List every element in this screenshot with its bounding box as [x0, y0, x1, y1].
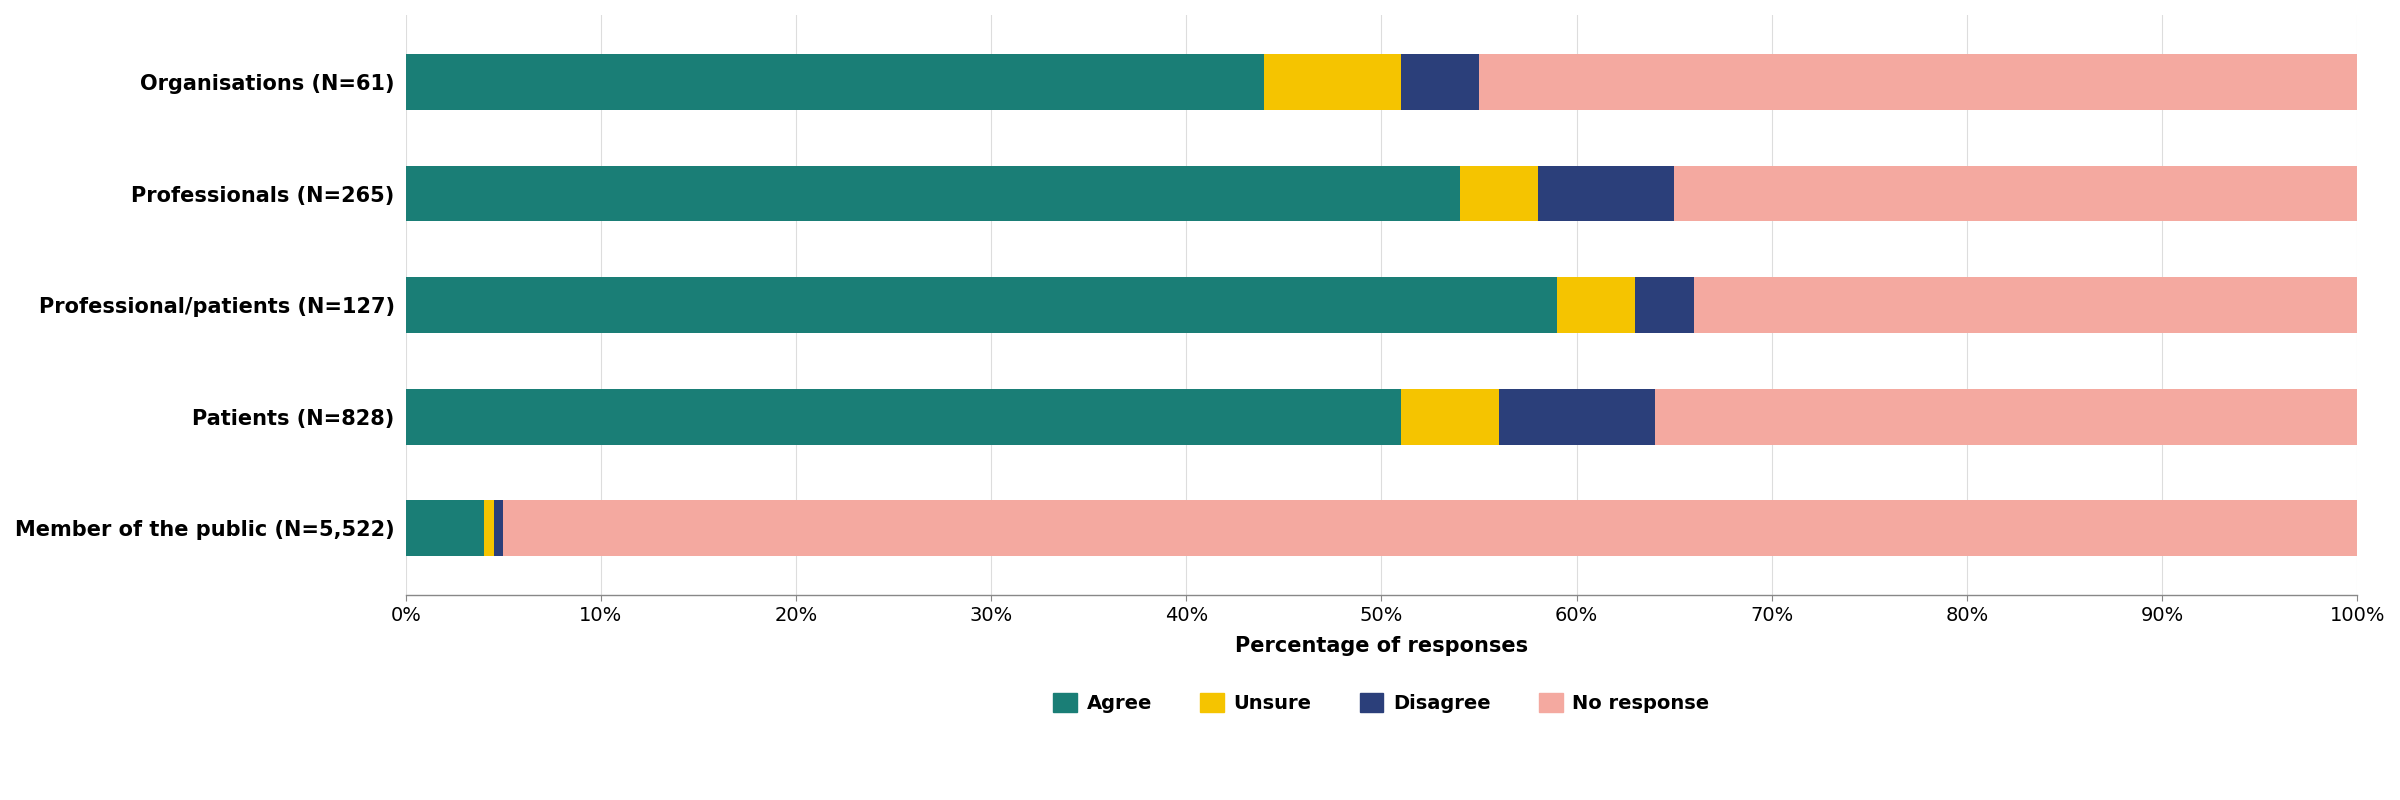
X-axis label: Percentage of responses: Percentage of responses	[1236, 636, 1529, 656]
Bar	[406, 389, 1402, 445]
Bar	[485, 500, 494, 556]
Bar	[406, 500, 485, 556]
Bar	[1478, 54, 2357, 110]
Bar	[1538, 166, 1675, 222]
Bar	[406, 278, 1558, 333]
Bar	[1265, 54, 1402, 110]
Bar	[494, 500, 504, 556]
Bar	[1694, 278, 2357, 333]
Bar	[406, 54, 1265, 110]
Bar	[1402, 389, 1498, 445]
Bar	[406, 166, 1459, 222]
Legend: Agree, Unsure, Disagree, No response: Agree, Unsure, Disagree, No response	[1054, 693, 1709, 713]
Bar	[1654, 389, 2357, 445]
Bar	[1402, 54, 1478, 110]
Bar	[1558, 278, 1634, 333]
Bar	[1498, 389, 1654, 445]
Bar	[504, 500, 2357, 556]
Bar	[1459, 166, 1538, 222]
Bar	[1634, 278, 1694, 333]
Bar	[1675, 166, 2357, 222]
